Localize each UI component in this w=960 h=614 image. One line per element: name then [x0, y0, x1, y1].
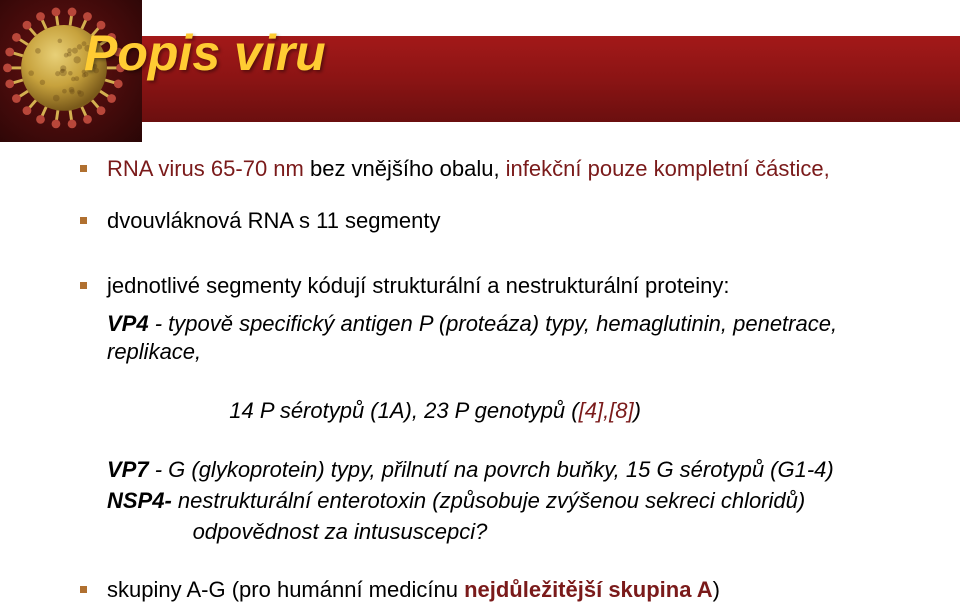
vp4-text: - typově specifický antigen P — [149, 311, 439, 336]
ser-close: ) — [634, 398, 641, 423]
bullet-2: dvouvláknová RNA s 11 segmenty — [80, 207, 900, 235]
bullet-2-text: dvouvláknová RNA s 11 segmenty — [107, 207, 440, 235]
odp-line: odpovědnost za intususcepci? — [107, 518, 900, 547]
vp7-label: VP7 — [107, 457, 149, 482]
nsp4-line: NSP4- nestrukturální enterotoxin (způsob… — [107, 487, 900, 516]
bullet-4: skupiny A-G (pro humánní medicínu nejdůl… — [80, 576, 900, 604]
b1-middle: bez vnějšího obalu, — [304, 156, 506, 181]
nsp4-text: nestrukturální enterotoxin (způsobuje zv… — [172, 488, 805, 513]
bullet-1: RNA virus 65-70 nm bez vnějšího obalu, i… — [80, 155, 900, 183]
bullet-4-text: skupiny A-G (pro humánní medicínu nejdůl… — [107, 576, 720, 604]
vp7-g: - G (glykoprotein) typy, — [149, 457, 376, 482]
b4-p3: ) — [713, 577, 720, 602]
bullet-marker — [80, 217, 87, 224]
bullet-3: jednotlivé segmenty kódují strukturální … — [80, 272, 900, 300]
proteins-block: VP4 - typově specifický antigen P (prote… — [107, 310, 900, 547]
page-title: Popis viru — [84, 24, 326, 82]
b4-p1: skupiny A-G (pro humánní medicínu — [107, 577, 464, 602]
vp7-line: VP7 - G (glykoprotein) typy, přilnutí na… — [107, 456, 900, 485]
vp4-line: VP4 - typově specifický antigen P (prote… — [107, 310, 900, 367]
ser-ref: [4],[8] — [579, 398, 634, 423]
vp7-rest: přilnutí na povrch buňky, 15 G sérotypů … — [376, 457, 834, 482]
vp4-label: VP4 — [107, 311, 149, 336]
bullet-marker — [80, 282, 87, 289]
nsp4-label: NSP4- — [107, 488, 172, 513]
rna-virus-size: RNA virus 65-70 nm — [107, 156, 304, 181]
bullet-marker — [80, 586, 87, 593]
bullet-3-lead: jednotlivé segmenty kódují strukturální … — [107, 272, 729, 300]
bullet-1-text: RNA virus 65-70 nm bez vnějšího obalu, i… — [107, 155, 830, 183]
b4-important: nejdůležitější skupina A — [464, 577, 713, 602]
bullet-marker — [80, 165, 87, 172]
vp4-paren: (proteáza) — [439, 311, 539, 336]
serotype-line: 14 P sérotypů (1A), 23 P genotypů ([4],[… — [107, 369, 900, 455]
b1-infectious: infekční pouze kompletní částice, — [506, 156, 830, 181]
ser-text: 14 P sérotypů (1A), 23 P genotypů ( — [144, 398, 579, 423]
content-area: RNA virus 65-70 nm bez vnějšího obalu, i… — [80, 155, 900, 614]
